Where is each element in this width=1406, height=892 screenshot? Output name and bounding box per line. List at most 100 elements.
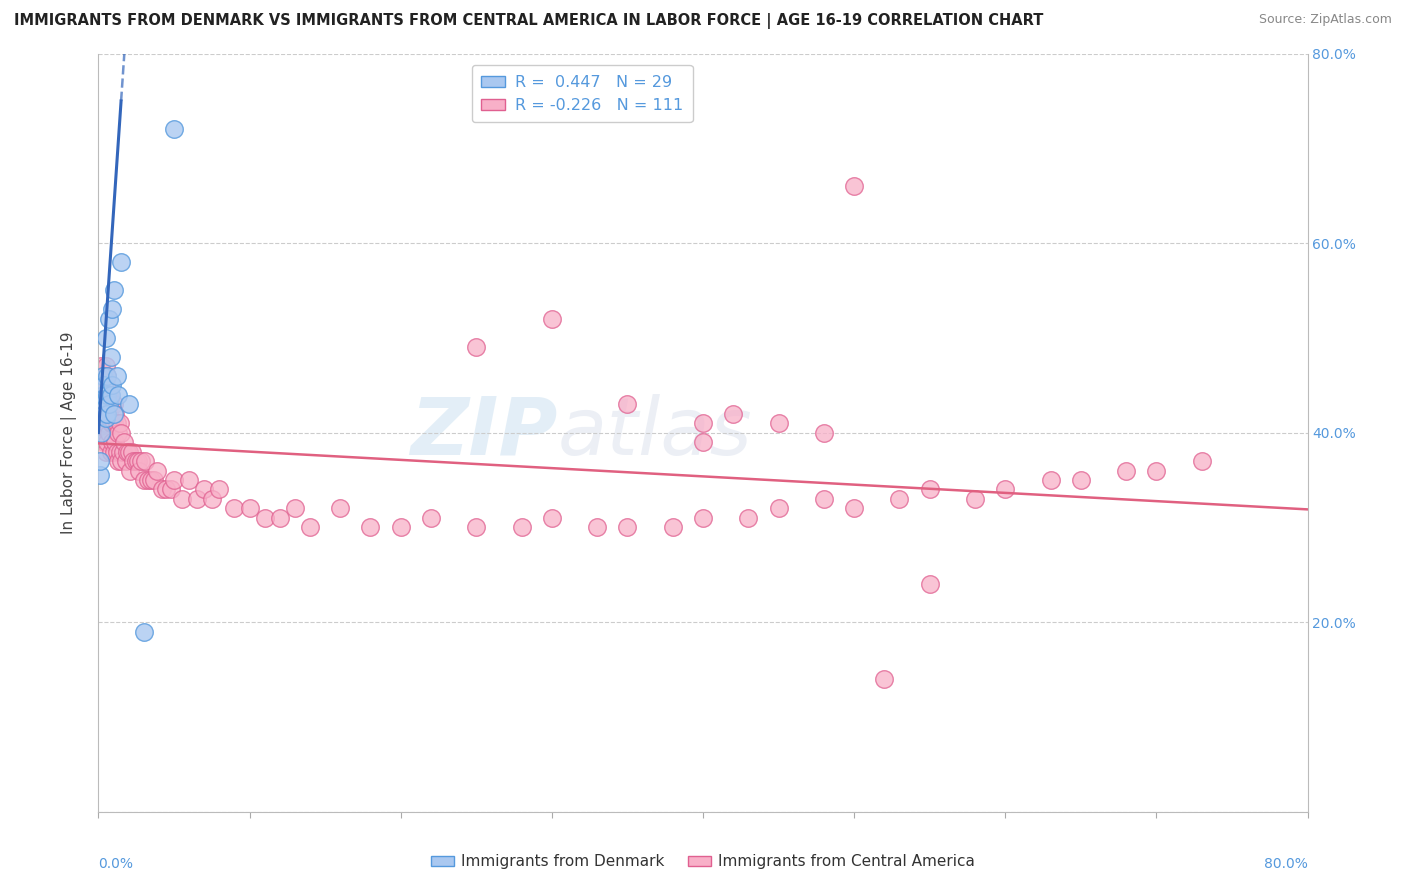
Text: ZIP: ZIP xyxy=(411,393,558,472)
Text: 80.0%: 80.0% xyxy=(1264,857,1308,871)
Point xyxy=(98,425,121,440)
Point xyxy=(141,473,163,487)
Point xyxy=(101,416,124,430)
Point xyxy=(844,179,866,194)
Point xyxy=(163,122,186,136)
Point xyxy=(111,444,134,458)
Point xyxy=(89,468,111,483)
Point xyxy=(101,378,124,392)
Point xyxy=(813,491,835,506)
Point xyxy=(89,454,111,468)
Point xyxy=(253,511,276,525)
Point xyxy=(107,425,129,440)
Point xyxy=(129,454,152,468)
Point xyxy=(661,520,683,534)
Point xyxy=(103,284,125,298)
Text: atlas: atlas xyxy=(558,393,752,472)
Point xyxy=(96,368,118,383)
Point xyxy=(163,473,186,487)
Point xyxy=(91,388,114,402)
Point xyxy=(1039,473,1062,487)
Point xyxy=(918,577,941,591)
Point xyxy=(239,501,262,516)
Point xyxy=(98,397,121,411)
Point xyxy=(844,501,866,516)
Point xyxy=(136,473,159,487)
Point xyxy=(201,491,224,506)
Point xyxy=(94,411,117,425)
Point xyxy=(160,483,183,497)
Point xyxy=(586,520,609,534)
Point xyxy=(132,473,155,487)
Point xyxy=(112,435,135,450)
Point xyxy=(107,388,129,402)
Point xyxy=(98,388,121,402)
Point xyxy=(692,416,714,430)
Point xyxy=(91,397,114,411)
Point xyxy=(540,511,562,525)
Point xyxy=(104,435,127,450)
Point xyxy=(420,511,443,525)
Point xyxy=(90,425,112,440)
Point xyxy=(96,388,118,402)
Point xyxy=(114,454,136,468)
Point xyxy=(299,520,322,534)
Point xyxy=(118,397,141,411)
Point xyxy=(93,407,115,421)
Point xyxy=(208,483,231,497)
Point xyxy=(155,483,177,497)
Point xyxy=(134,454,156,468)
Point xyxy=(90,388,112,402)
Point xyxy=(91,416,114,430)
Point xyxy=(125,454,148,468)
Point xyxy=(93,407,115,421)
Point xyxy=(616,520,638,534)
Point xyxy=(94,397,117,411)
Point xyxy=(120,464,142,478)
Point xyxy=(692,511,714,525)
Point xyxy=(110,454,132,468)
Point xyxy=(100,397,122,411)
Point xyxy=(94,378,117,392)
Point xyxy=(122,454,145,468)
Point xyxy=(103,397,125,411)
Point xyxy=(269,511,291,525)
Point xyxy=(224,501,246,516)
Point xyxy=(692,435,714,450)
Point xyxy=(465,340,488,354)
Point xyxy=(121,444,143,458)
Point xyxy=(94,392,117,407)
Point xyxy=(965,491,987,506)
Legend: Immigrants from Denmark, Immigrants from Central America: Immigrants from Denmark, Immigrants from… xyxy=(425,848,981,875)
Point xyxy=(110,255,132,269)
Point xyxy=(101,302,124,317)
Point xyxy=(813,425,835,440)
Point xyxy=(100,388,122,402)
Point xyxy=(723,407,745,421)
Point xyxy=(104,407,127,421)
Point xyxy=(96,407,118,421)
Point xyxy=(768,416,790,430)
Legend: R =  0.447   N = 29, R = -0.226   N = 111: R = 0.447 N = 29, R = -0.226 N = 111 xyxy=(471,65,693,122)
Point xyxy=(103,407,125,421)
Point xyxy=(108,444,131,458)
Point xyxy=(110,425,132,440)
Point xyxy=(128,464,150,478)
Point xyxy=(105,368,128,383)
Point xyxy=(146,464,169,478)
Point xyxy=(94,359,117,374)
Point xyxy=(103,444,125,458)
Point xyxy=(118,444,141,458)
Point xyxy=(90,425,112,440)
Point xyxy=(329,501,352,516)
Point xyxy=(90,359,112,374)
Point xyxy=(96,368,118,383)
Point xyxy=(89,397,111,411)
Point xyxy=(1144,464,1167,478)
Text: Source: ZipAtlas.com: Source: ZipAtlas.com xyxy=(1258,13,1392,27)
Point xyxy=(1191,454,1213,468)
Point xyxy=(90,401,112,416)
Text: IMMIGRANTS FROM DENMARK VS IMMIGRANTS FROM CENTRAL AMERICA IN LABOR FORCE | AGE : IMMIGRANTS FROM DENMARK VS IMMIGRANTS FR… xyxy=(14,13,1043,29)
Point xyxy=(143,473,166,487)
Point xyxy=(889,491,911,506)
